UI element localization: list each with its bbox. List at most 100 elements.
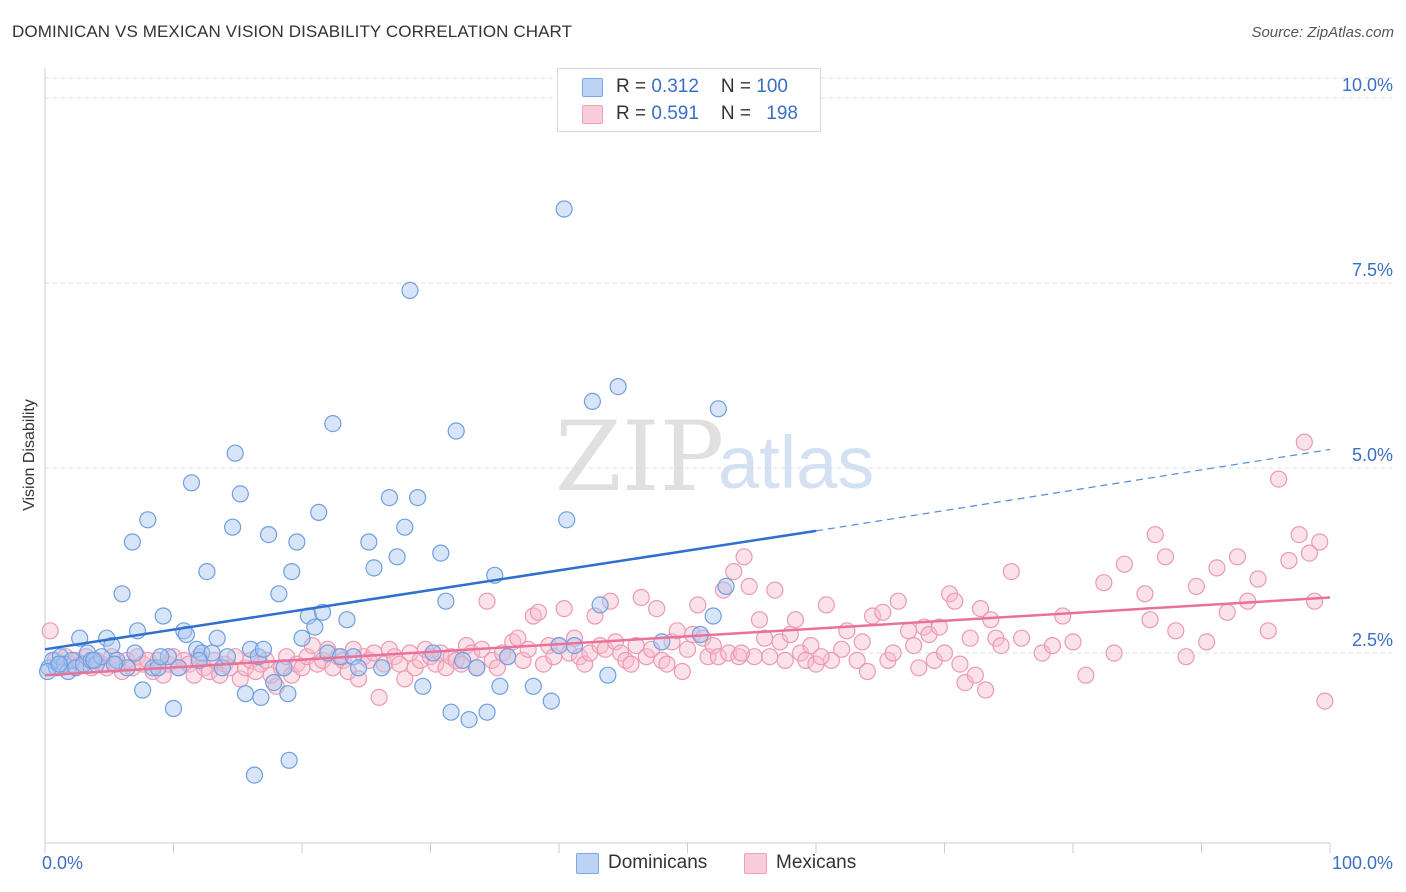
legend-n-label: N = [720,103,757,124]
dominican-point [442,703,460,721]
dominican-point [565,636,584,655]
mexican-point [704,636,722,655]
dominican-point [401,281,419,299]
mexican-point [822,651,841,670]
mexican-point [1290,525,1308,544]
x-tick-label: 0.0% [42,853,83,873]
mexican-point [817,596,835,614]
dominican-point [152,648,170,666]
mexican-point [761,648,779,666]
mexican-point [1208,559,1226,577]
mexican-point [1012,629,1031,647]
mexican-point [1141,611,1159,629]
dominican-point [198,562,216,581]
mexican-point [833,640,851,658]
dominican-point [306,618,324,636]
mexican-point [1077,666,1095,684]
mexican-point [689,596,707,614]
mexican-point [961,629,979,647]
mexican-point [766,581,784,599]
dominican-point [709,400,727,418]
legend-n-value: 100 [756,76,788,97]
chart-title: DOMINICAN VS MEXICAN VISION DISABILITY C… [12,22,573,41]
dominican-point [542,692,560,710]
dominican-point [118,659,136,677]
dominican-point [583,392,602,410]
mexican-point [725,562,743,581]
dominican-point [380,489,398,507]
chart-source: Source: ZipAtlas.com [1251,24,1394,41]
dominican-point [154,607,172,625]
bottom-legend-swatch-mexicans [744,853,767,874]
mexican-point [709,648,727,666]
dominican-point [704,607,722,625]
mexican-point [1249,570,1267,588]
mexican-point [720,644,738,662]
mexican-point [1002,562,1020,581]
mexican-point [1136,585,1154,603]
mexican-point [1177,648,1195,666]
dominican-point [365,559,383,577]
mexican-point [1259,622,1277,640]
mexican-point [1300,544,1319,562]
mexican-point [1156,548,1175,566]
y-tick-label: 5.0% [1352,445,1393,465]
mexican-point [1218,603,1236,621]
mexican-point [992,636,1010,655]
mexican-point [1167,622,1185,640]
mexican-point [1054,607,1072,625]
dominican-point [252,688,270,707]
mexican-point [1146,525,1164,544]
mexican-point [930,618,948,636]
mexican-point [951,655,969,673]
dominican-trend-line [44,529,817,651]
dominican-point [123,533,141,551]
dominican-point [265,673,283,692]
dominican-point [226,444,244,462]
mexican-point [41,622,59,640]
mexican-point [123,659,141,677]
mexican-point [1316,692,1334,710]
mexican-point [678,640,697,658]
dominican-point [288,533,306,551]
dominican-point [245,766,264,784]
dominican-point [414,677,432,695]
watermark-zip: ZIP [555,401,724,513]
dominican-point [409,489,427,507]
correlation-legend: R = 0.312 N = 100 R = 0.591 N = 198 [557,68,821,132]
dominican-point [460,710,478,729]
y-tick-label: 2.5% [1352,630,1393,650]
mexican-point [905,636,923,655]
mexican-point [982,611,1000,629]
mexican-point [966,666,984,684]
dominican-point [134,681,152,699]
dominican-point [338,611,356,629]
mexican-point [874,603,892,621]
mexican-point [858,662,877,681]
dominican-point [432,544,450,562]
dominican-point [50,655,68,673]
mexican-point [899,622,918,640]
mexican-point [1295,433,1313,451]
dominican-point [491,677,509,695]
dominican-point [360,533,378,551]
mexican-point [776,651,794,670]
x-tick-label: 100.0% [1332,853,1393,873]
mexican-point [576,655,594,673]
mexican-point [200,662,219,681]
dominican-point [283,562,301,581]
mexican-point [1064,633,1082,651]
mexican-point [935,644,954,662]
legend-r-value: 0.312 [651,76,699,97]
watermark-atlas: atlas [718,421,874,504]
y-tick-label: 10.0% [1342,75,1393,95]
mexican-point [1305,592,1324,610]
dominican-point [126,644,144,662]
legend-r-value: 0.591 [651,103,699,124]
mexican-point [658,655,676,673]
mexican-point [586,607,604,625]
legend-n-label: N = [720,76,757,97]
mexican-point [910,659,928,677]
mexican-point [853,633,871,651]
dominican-point [113,585,131,603]
